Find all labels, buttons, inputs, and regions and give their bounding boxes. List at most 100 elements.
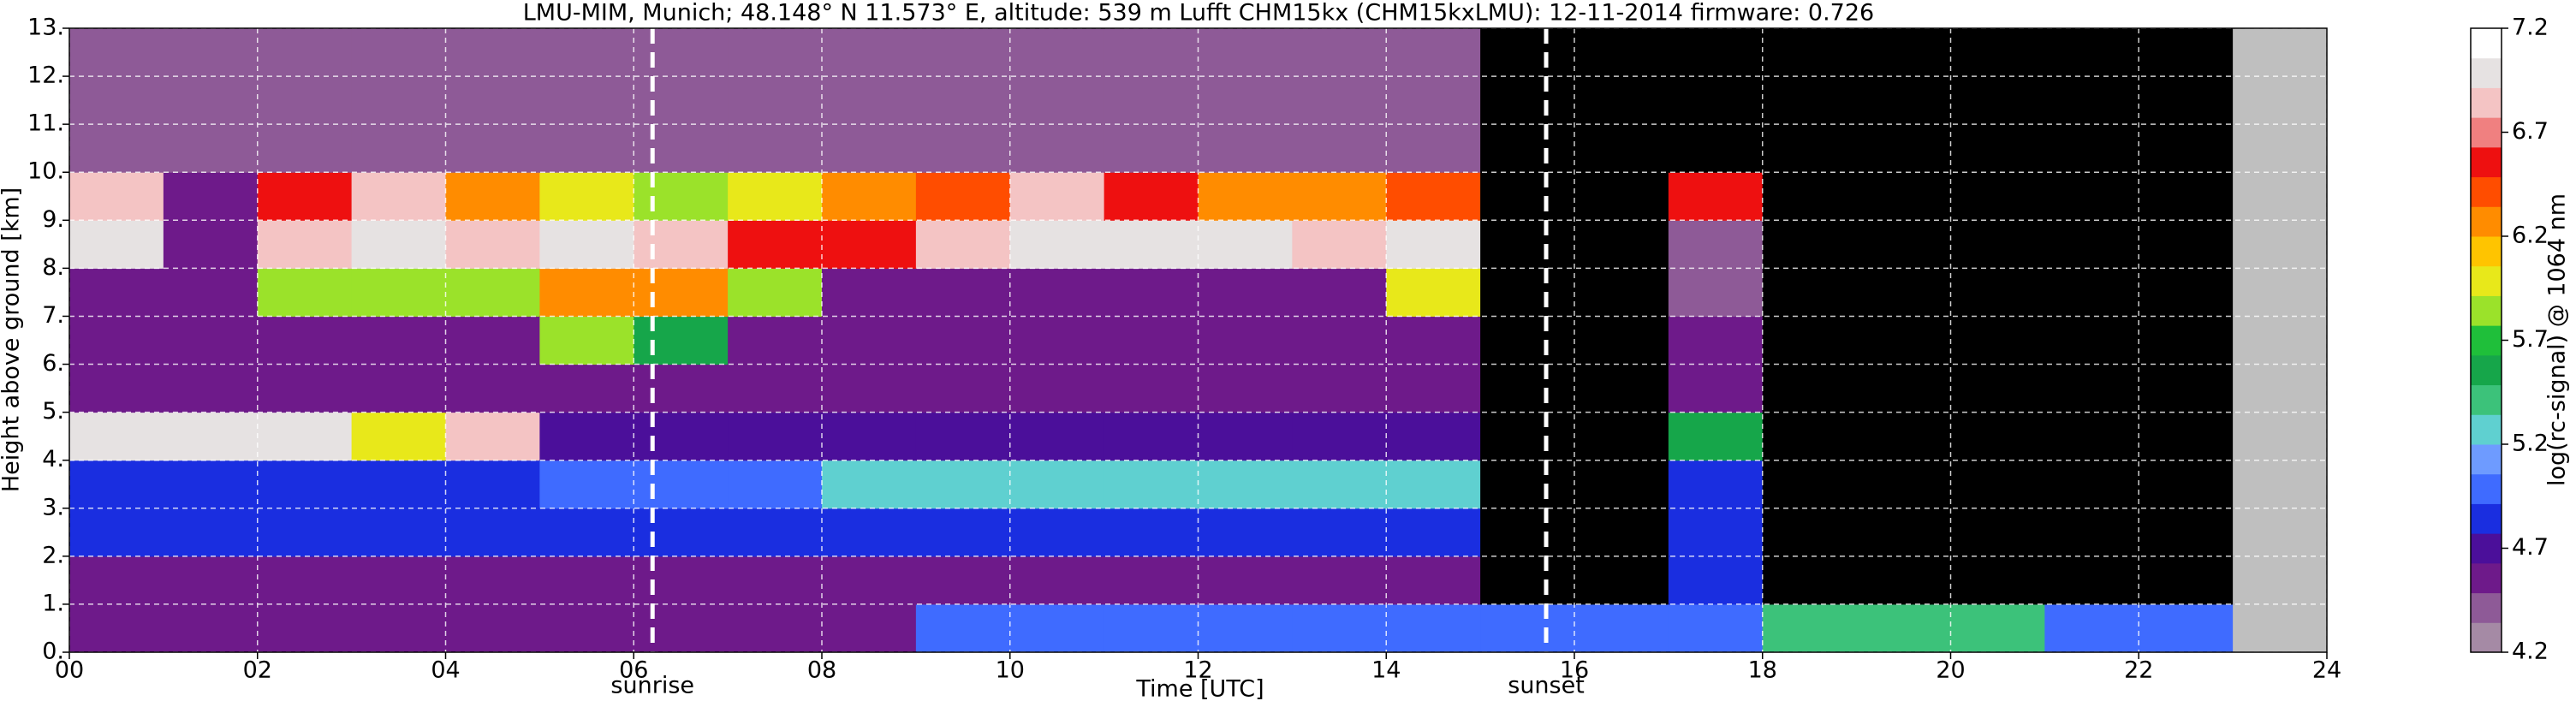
heatmap-cell xyxy=(1762,172,1858,221)
heatmap-cell xyxy=(2139,508,2234,557)
colorbar-tick-label: 6.2 xyxy=(2512,223,2549,249)
x-tick-label: 18 xyxy=(1748,657,1777,684)
heatmap-cell xyxy=(1950,124,2045,173)
y-tick-label: 0. xyxy=(42,639,64,665)
heatmap-cell xyxy=(445,364,540,413)
heatmap-cell xyxy=(2044,28,2139,77)
y-tick-label: 6. xyxy=(42,350,64,377)
heatmap-cell xyxy=(1480,364,1575,413)
heatmap-cell xyxy=(351,556,446,605)
heatmap-cell xyxy=(1009,28,1105,77)
chart-title: LMU-MIM, Munich; 48.148° N 11.573° E, al… xyxy=(523,0,1874,27)
heatmap-cell xyxy=(1292,76,1387,125)
heatmap-cell xyxy=(1009,268,1105,317)
heatmap-cell xyxy=(445,268,540,317)
heatmap-cell xyxy=(1104,556,1199,605)
x-tick-label: 14 xyxy=(1371,657,1401,684)
heatmap-cell xyxy=(915,460,1011,509)
x-tick-label: 02 xyxy=(243,657,272,684)
heatmap-cell xyxy=(915,556,1011,605)
colorbar-swatch xyxy=(2471,87,2502,118)
heatmap-cell xyxy=(728,412,823,461)
colorbar-swatch xyxy=(2471,622,2502,653)
heatmap-cell xyxy=(1198,460,1293,509)
colorbar-tick-label: 4.2 xyxy=(2512,639,2549,665)
heatmap-cell xyxy=(822,412,917,461)
heatmap-cell xyxy=(257,220,353,269)
heatmap-cell xyxy=(1950,556,2045,605)
heatmap-cell xyxy=(1762,268,1858,317)
colorbar-swatch xyxy=(2471,117,2502,148)
heatmap-cell xyxy=(2139,603,2234,653)
heatmap-cell xyxy=(163,460,259,509)
heatmap-cell xyxy=(2044,76,2139,125)
heatmap-cell xyxy=(257,460,353,509)
heatmap-cell xyxy=(822,364,917,413)
heatmap-cell xyxy=(539,316,634,365)
heatmap-cell xyxy=(1856,172,1951,221)
heatmap-cell xyxy=(1668,603,1764,653)
heatmap-cell xyxy=(69,460,164,509)
heatmap-cell xyxy=(1762,364,1858,413)
heatmap-cell xyxy=(1668,460,1764,509)
heatmap-cell xyxy=(1292,508,1387,557)
y-tick-label: 13. xyxy=(27,15,64,41)
heatmap-cell xyxy=(1009,556,1105,605)
heatmap-cell xyxy=(1762,76,1858,125)
heatmap-cell xyxy=(539,460,634,509)
x-tick-label: 22 xyxy=(2124,657,2153,684)
heatmap-cell xyxy=(1009,364,1105,413)
x-tick-label: 16 xyxy=(1560,657,1589,684)
heatmap-cell xyxy=(1386,76,1481,125)
heatmap-cell xyxy=(634,364,729,413)
heatmap-cell xyxy=(69,603,164,653)
heatmap-cell xyxy=(2044,220,2139,269)
x-tick-label: 04 xyxy=(431,657,460,684)
heatmap-cell xyxy=(915,28,1011,77)
heatmap-cell xyxy=(1856,124,1951,173)
heatmap-cell xyxy=(257,316,353,365)
heatmap-cell xyxy=(915,268,1011,317)
heatmap-cell xyxy=(351,124,446,173)
heatmap-cell xyxy=(2044,364,2139,413)
heatmap-cell xyxy=(1668,124,1764,173)
colorbar-tick-label: 7.2 xyxy=(2512,15,2549,41)
x-tick-label: 20 xyxy=(1936,657,1965,684)
heatmap-cell xyxy=(539,76,634,125)
heatmap-cell xyxy=(445,28,540,77)
heatmap-cell xyxy=(634,172,729,221)
heatmap-cell xyxy=(2139,124,2234,173)
heatmap-cell xyxy=(257,603,353,653)
colorbar-swatch xyxy=(2471,325,2502,356)
colorbar-tick-label: 4.7 xyxy=(2512,534,2549,561)
heatmap-cell xyxy=(257,508,353,557)
heatmap-cell xyxy=(1198,28,1293,77)
heatmap-cell xyxy=(2044,316,2139,365)
heatmap-cell xyxy=(822,316,917,365)
y-tick-label: 7. xyxy=(42,302,64,329)
colorbar-tick-label: 6.7 xyxy=(2512,118,2549,145)
heatmap-cell xyxy=(1009,603,1105,653)
heatmap-cell xyxy=(445,603,540,653)
heatmap-cell xyxy=(539,556,634,605)
heatmap-cell xyxy=(1950,412,2045,461)
heatmap-cell xyxy=(1009,124,1105,173)
heatmap-cell xyxy=(1292,603,1387,653)
heatmap-cell xyxy=(634,508,729,557)
colorbar-swatch xyxy=(2471,384,2502,415)
heatmap-cell xyxy=(1386,556,1481,605)
heatmap-cell xyxy=(163,412,259,461)
heatmap-cell xyxy=(539,508,634,557)
heatmap-cell xyxy=(163,556,259,605)
no-data-cell xyxy=(2233,28,2328,77)
heatmap-cell xyxy=(1950,220,2045,269)
heatmap-cell xyxy=(2044,460,2139,509)
heatmap-cell xyxy=(1009,172,1105,221)
heatmap-cell xyxy=(1574,220,1669,269)
heatmap-cell xyxy=(1386,124,1481,173)
heatmap-cell xyxy=(1574,603,1669,653)
heatmap-cell xyxy=(1292,460,1387,509)
heatmap-cell xyxy=(1574,172,1669,221)
heatmap-cell xyxy=(1292,364,1387,413)
heatmap-cell xyxy=(1386,603,1481,653)
